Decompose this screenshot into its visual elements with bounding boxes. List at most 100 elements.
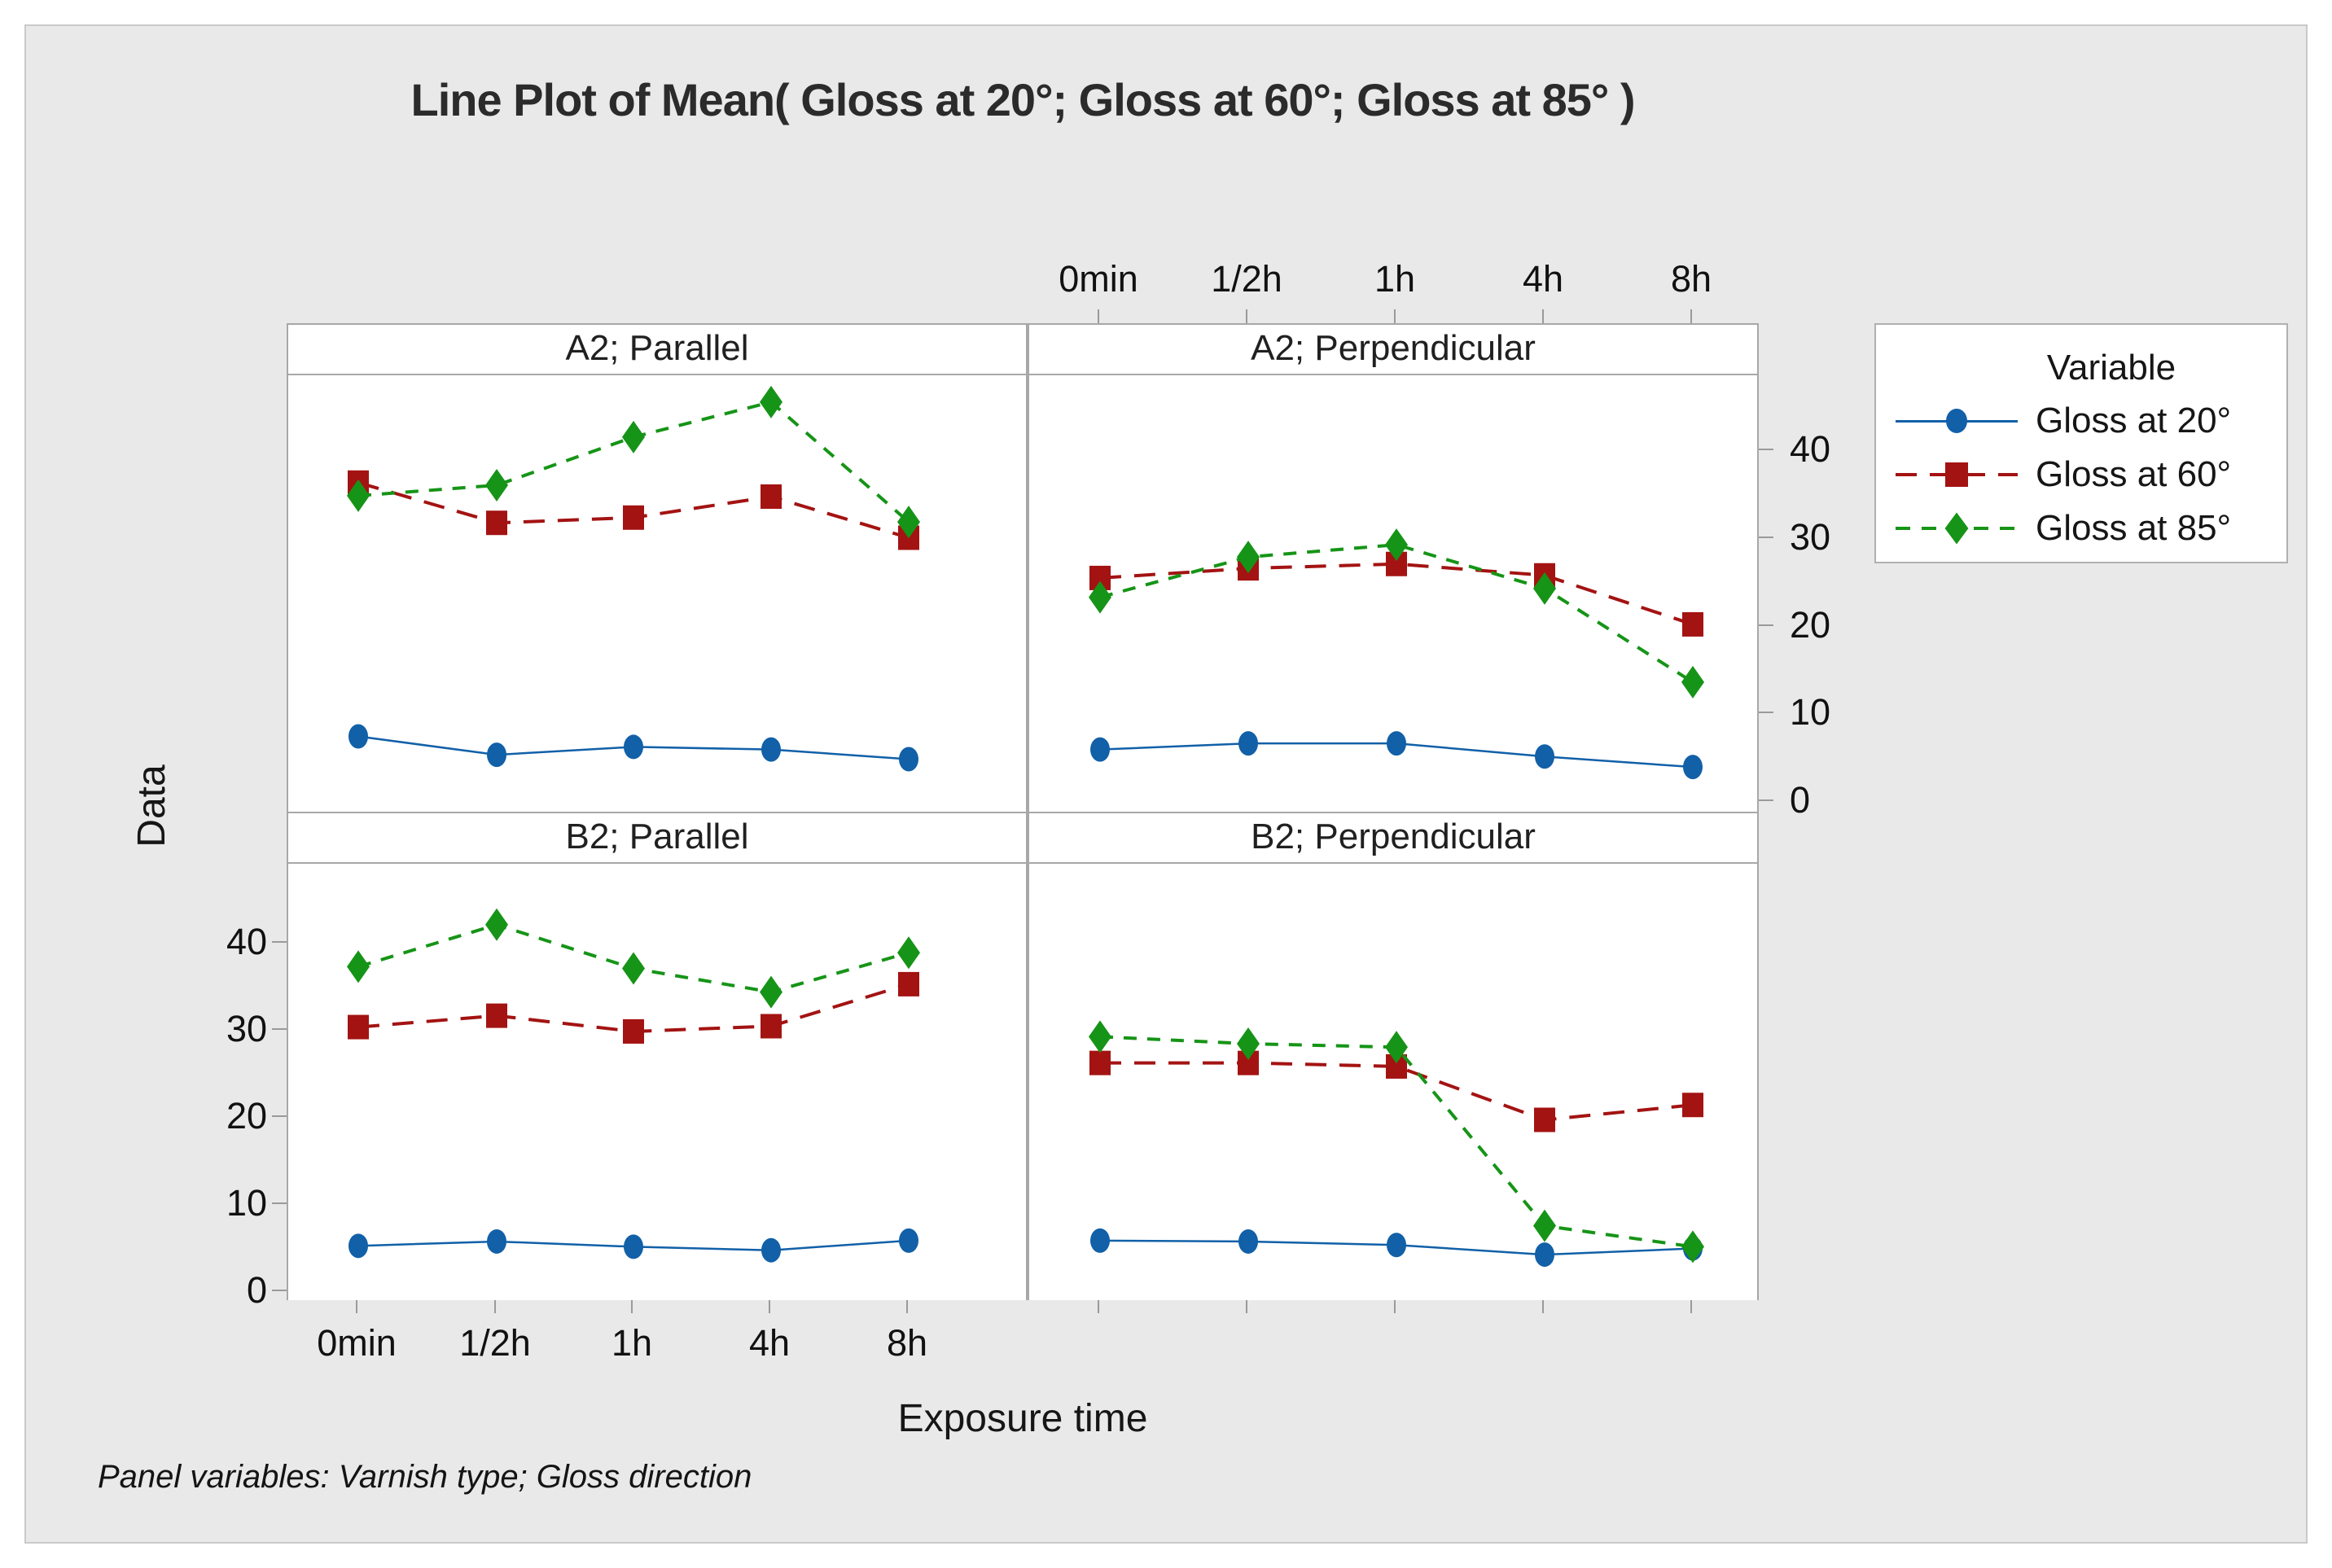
y-tick-label-left: 10 (226, 1182, 267, 1224)
x-tick-mark-bottom (1690, 1300, 1692, 1313)
x-tick-label-top: 1/2h (1211, 258, 1282, 300)
x-tick-mark-top (1542, 309, 1544, 323)
data-point-marker (1535, 744, 1554, 769)
x-tick-mark-bottom (769, 1300, 770, 1313)
data-point-marker (761, 1237, 781, 1263)
panel-title: A2; Parallel (288, 325, 1026, 375)
data-point-marker (897, 936, 920, 970)
panel-title: B2; Parallel (288, 813, 1026, 864)
data-point-marker (1387, 1233, 1406, 1258)
x-tick-label-top: 0min (1059, 258, 1138, 300)
x-tick-mark-bottom (1394, 1300, 1396, 1313)
y-tick-mark-right (1759, 536, 1773, 538)
legend-entry-gloss-85: Gloss at 85° (1892, 506, 2273, 551)
y-tick-label-left: 30 (226, 1008, 267, 1049)
data-point-marker (347, 479, 370, 512)
data-point-marker (897, 506, 920, 539)
data-point-marker (347, 950, 370, 983)
x-tick-label-top: 8h (1670, 258, 1712, 300)
data-point-marker (348, 1014, 369, 1040)
y-tick-label-right: 0 (1790, 779, 1811, 821)
data-point-marker (348, 724, 368, 749)
data-point-marker (622, 952, 645, 985)
data-point-marker (348, 1233, 368, 1259)
data-point-marker (1237, 541, 1260, 574)
y-tick-label-left: 40 (226, 921, 267, 962)
plot-area-b2-parallel (288, 864, 1026, 1300)
x-tick-mark-bottom (631, 1300, 633, 1313)
data-point-marker (624, 734, 643, 760)
data-point-marker (1089, 1050, 1111, 1075)
y-tick-label-right: 10 (1790, 691, 1831, 734)
x-tick-label-bottom: 1/2h (459, 1322, 531, 1364)
data-point-marker (1682, 611, 1703, 637)
data-point-marker (1090, 1228, 1110, 1253)
legend-entry-label: Gloss at 85° (2036, 508, 2232, 548)
x-tick-label-bottom: 4h (748, 1322, 791, 1364)
data-point-marker (1089, 580, 1111, 614)
x-tick-label-bottom: 0min (317, 1322, 397, 1364)
data-point-marker (623, 1018, 644, 1044)
data-point-marker (1237, 1027, 1260, 1060)
y-tick-mark-right (1759, 799, 1773, 801)
panel-b2-perpendicular: B2; Perpendicular (1028, 812, 1759, 1300)
x-tick-mark-top (1690, 309, 1692, 323)
plot-area-a2-perpendicular (1029, 375, 1757, 812)
panel-title: A2; Perpendicular (1029, 325, 1757, 375)
plot-area-a2-parallel (288, 375, 1026, 812)
data-point-marker (1238, 731, 1258, 756)
data-point-marker (1683, 755, 1703, 780)
legend-line-circle-icon (1896, 398, 2018, 444)
x-tick-mark-top (1246, 309, 1247, 323)
data-point-marker (487, 1229, 506, 1254)
x-tick-mark-bottom (1542, 1300, 1544, 1313)
x-tick-label-top: 1h (1374, 258, 1416, 300)
panel-title: B2; Perpendicular (1029, 813, 1757, 864)
data-point-marker (1385, 528, 1408, 562)
x-tick-mark-bottom (1246, 1300, 1247, 1313)
data-point-marker (898, 971, 919, 996)
data-point-marker (485, 908, 508, 941)
chart-title: Line Plot of Mean( Gloss at 20°; Gloss a… (410, 74, 1635, 125)
legend-entry-label: Gloss at 60° (2036, 454, 2232, 494)
legend: Variable Gloss at 20° Gloss at 60° Gloss… (1874, 323, 2288, 563)
data-point-marker (1682, 1093, 1703, 1118)
y-tick-mark-left (272, 1028, 287, 1030)
y-tick-mark-left (272, 1202, 287, 1204)
x-tick-mark-top (1098, 309, 1099, 323)
series-line (1099, 562, 1694, 626)
x-axis-title: Exposure time (897, 1397, 1148, 1440)
data-point-marker (1534, 1107, 1555, 1132)
data-point-marker (1385, 1031, 1408, 1064)
data-point-marker (899, 1228, 918, 1253)
data-point-marker (624, 1234, 643, 1259)
legend-entry-label: Gloss at 20° (2036, 401, 2232, 440)
data-point-marker (761, 737, 781, 762)
series-line (357, 400, 910, 523)
y-tick-mark-right (1759, 712, 1773, 714)
data-point-marker (487, 742, 506, 768)
data-point-marker (623, 505, 644, 530)
data-point-marker (1681, 665, 1704, 699)
data-point-marker (1387, 731, 1406, 756)
data-point-marker (1090, 737, 1110, 762)
x-tick-label-bottom: 8h (886, 1322, 928, 1364)
data-point-marker (1533, 1209, 1556, 1242)
y-tick-mark-right (1759, 449, 1773, 451)
data-point-marker (899, 747, 918, 772)
panel-a2-parallel: A2; Parallel (287, 323, 1028, 812)
data-point-marker (760, 385, 782, 418)
data-point-marker (486, 1003, 507, 1028)
y-tick-label-right: 30 (1790, 515, 1831, 558)
legend-entry-gloss-60: Gloss at 60° (1892, 452, 2273, 497)
y-tick-label-right: 40 (1790, 428, 1831, 471)
data-point-marker (1681, 1230, 1704, 1264)
y-tick-mark-left (272, 941, 287, 943)
panel-a2-perpendicular: A2; Perpendicular (1028, 323, 1759, 812)
x-tick-mark-bottom (494, 1300, 496, 1313)
x-tick-mark-bottom (1098, 1300, 1099, 1313)
y-tick-mark-left (272, 1115, 287, 1117)
graph-canvas: Line Plot of Mean( Gloss at 20°; Gloss a… (24, 24, 2308, 1544)
data-point-marker (760, 975, 782, 1009)
